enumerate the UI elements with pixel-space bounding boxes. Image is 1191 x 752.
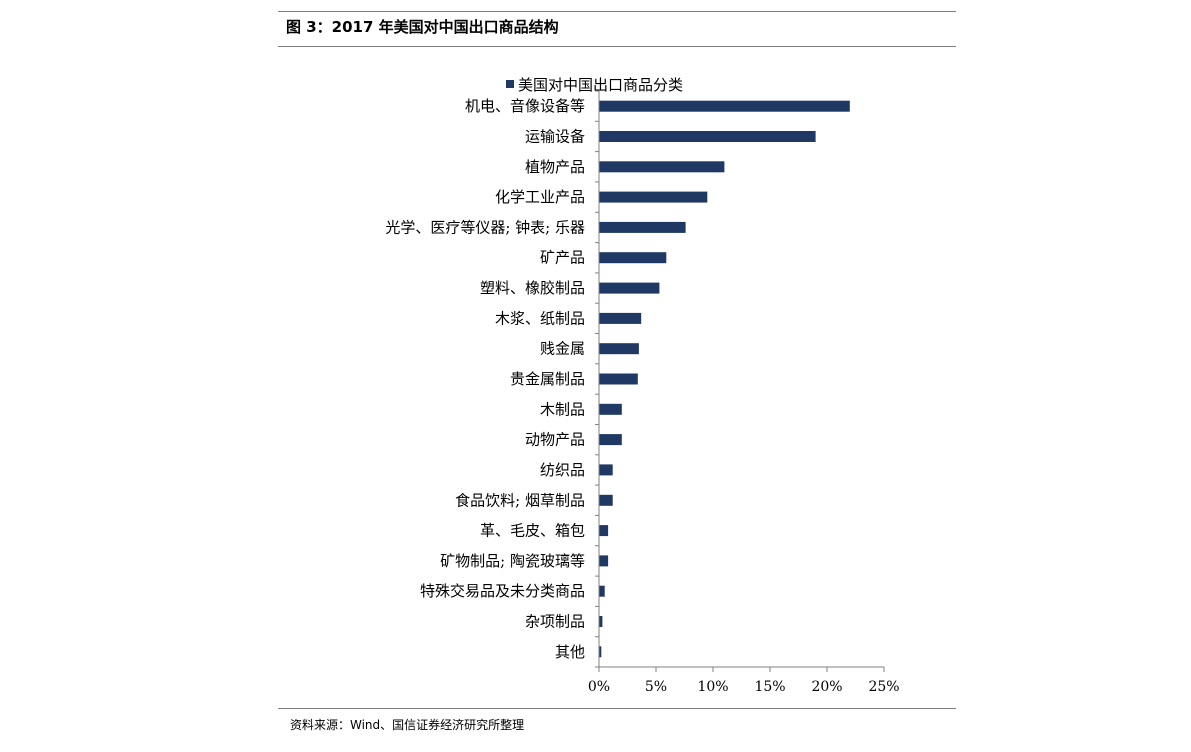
bar (599, 100, 850, 112)
legend-swatch (506, 80, 514, 88)
x-tick-label: 0% (588, 679, 610, 695)
title-top-rule (278, 11, 956, 12)
bar (599, 252, 667, 264)
bar (599, 403, 622, 415)
category-label: 运输设备 (525, 128, 585, 146)
bar (599, 131, 816, 142)
category-label: 贵金属制品 (510, 370, 585, 388)
bar (599, 221, 686, 233)
category-label: 革、毛皮、箱包 (480, 522, 585, 540)
category-label: 特殊交易品及未分类商品 (420, 582, 585, 600)
bar (599, 464, 613, 476)
bar (599, 434, 622, 446)
bar (599, 494, 613, 506)
category-label: 食品饮料; 烟草制品 (455, 491, 585, 509)
bar (599, 343, 639, 355)
category-label: 光学、医疗等仪器; 钟表; 乐器 (385, 218, 585, 236)
category-label: 木浆、纸制品 (495, 309, 585, 327)
figure-title: 图 3：2017 年美国对中国出口商品结构 (286, 18, 559, 36)
category-label: 其他 (555, 643, 585, 661)
category-label: 贱金属 (540, 340, 585, 358)
bar (599, 282, 660, 294)
bar (599, 373, 638, 385)
category-label: 纺织品 (540, 461, 585, 479)
x-tick-label: 5% (645, 679, 667, 695)
x-tick-label: 20% (811, 679, 842, 695)
legend-label: 美国对中国出口商品分类 (518, 76, 683, 94)
category-label: 矿物制品; 陶瓷玻璃等 (440, 552, 585, 570)
bar (599, 312, 642, 324)
source-top-rule (278, 708, 956, 709)
bar (599, 616, 603, 627)
x-tick-label: 10% (697, 679, 728, 695)
title-bottom-rule (278, 46, 956, 47)
bar (599, 191, 708, 203)
category-label: 木制品 (540, 400, 585, 418)
category-label: 动物产品 (525, 431, 585, 449)
x-tick-label: 15% (754, 679, 785, 695)
x-tick-label: 25% (868, 679, 899, 695)
chart-legend: 美国对中国出口商品分类 (506, 76, 683, 94)
source-note: 资料来源：Wind、国信证券经济研究所整理 (290, 718, 525, 732)
bar (599, 555, 609, 567)
bar (599, 585, 605, 597)
category-label: 杂项制品 (525, 613, 585, 631)
category-label: 矿产品 (540, 249, 585, 267)
bar (599, 646, 602, 658)
category-label: 化学工业产品 (495, 188, 585, 206)
category-label: 机电、音像设备等 (465, 97, 585, 115)
bar (599, 161, 725, 173)
category-label: 植物产品 (525, 158, 585, 176)
bar (599, 525, 609, 537)
category-label: 塑料、橡胶制品 (480, 279, 585, 297)
